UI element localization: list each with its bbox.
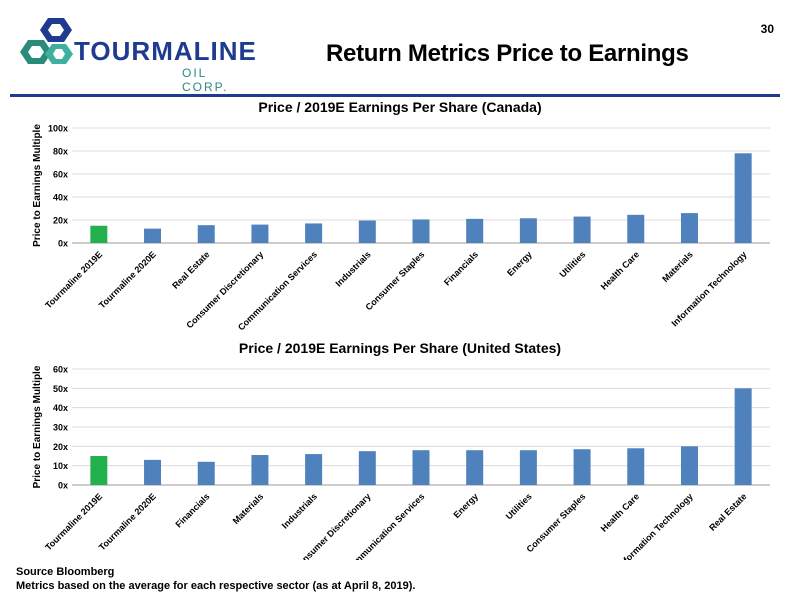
category-label: Health Care [599,249,641,291]
y-tick-label: 20x [53,442,68,452]
bar-information-technology [680,446,698,485]
category-label: Industrials [333,249,372,288]
chart-title-canada: Price / 2019E Earnings Per Share (Canada… [258,99,542,115]
bar-materials [251,455,269,485]
chart-title-us: Price / 2019E Earnings Per Share (United… [238,340,562,356]
footer-note: Metrics based on the average for each re… [16,580,416,592]
bar-tourmaline-2020e [144,459,162,485]
y-tick-label: 100x [48,124,68,134]
y-tick-label: 80x [53,147,68,157]
y-tick-label: 40x [53,193,68,203]
bar-tourmaline-2019e [90,456,108,485]
canada-pe-chart: 0x 20x 40x 60x 80x 100x Price to Earnings Mult… [32,124,770,332]
category-label: Financials [173,491,211,529]
y-tick-label: 60x [53,365,68,375]
bar-real-estate [734,388,752,485]
category-label: Consumer Staples [525,491,588,554]
bar-real-estate [197,225,215,243]
category-label: Consumer Staples [363,249,426,312]
y-tick-label: 20x [53,216,68,226]
tourmaline-hexagon-icon [20,18,73,64]
category-label: Tourmaline 2020E [97,491,158,552]
category-label: Tourmaline 2019E [43,491,104,552]
category-label: Real Estate [707,491,748,532]
category-label: Tourmaline 2019E [43,249,104,310]
category-label: Real Estate [170,249,211,290]
y-axis-label: Price to Earnings Multiple [32,365,43,488]
bar-industrials [305,454,323,485]
bar-consumer-staples [412,219,430,243]
bar-financials [466,218,484,243]
bar-energy [519,218,537,243]
bar-utilities [519,450,537,485]
category-label: Materials [231,491,266,526]
page-title: Return Metrics Price to Earnings [326,40,689,67]
y-axis-label: Price to Earnings Multiple [32,124,43,247]
y-tick-label: 0x [58,239,68,249]
page-number: 30 [760,22,774,36]
category-label: Financials [442,249,480,287]
bar-industrials [358,220,376,243]
bar-consumer-staples [573,449,591,485]
bar-tourmaline-2019e [90,225,108,243]
category-label: Energy [451,491,480,520]
bar-consumer-discretionary [251,224,269,243]
company-logo: TOURMALINE OIL CORP. [18,14,256,94]
y-tick-label: 30x [53,423,68,433]
bar-materials [680,213,698,243]
bar-health-care [627,214,645,243]
bar-utilities [573,216,591,243]
bar-financials [197,461,215,485]
y-tick-label: 0x [58,481,68,491]
category-label: Industrials [280,491,319,530]
us-pe-chart: 0x 10x 20x 30x 40x 50x 60x Price to Earnings Mu… [32,365,770,560]
bar-communication-services [305,223,323,243]
footer-source: Source Bloomberg [16,566,115,578]
y-tick-label: 60x [53,170,68,180]
bar-communication-services [412,450,430,485]
y-tick-label: 40x [53,403,68,413]
bar-health-care [627,448,645,485]
bar-tourmaline-2020e [144,228,162,243]
y-tick-label: 10x [53,461,68,471]
logo-subtitle: OIL CORP. [182,66,229,94]
bar-energy [466,450,484,485]
header-divider [10,94,780,97]
bar-information-technology [734,153,752,243]
category-label: Tourmaline 2020E [97,249,158,310]
bar-consumer-discretionary [358,451,376,485]
category-label: Energy [505,249,534,278]
category-label: Health Care [599,491,641,533]
logo-name: TOURMALINE [74,36,257,66]
y-tick-label: 50x [53,384,68,394]
category-label: Utilities [504,491,534,521]
category-label: Materials [660,249,695,284]
category-label: Utilities [557,249,587,279]
